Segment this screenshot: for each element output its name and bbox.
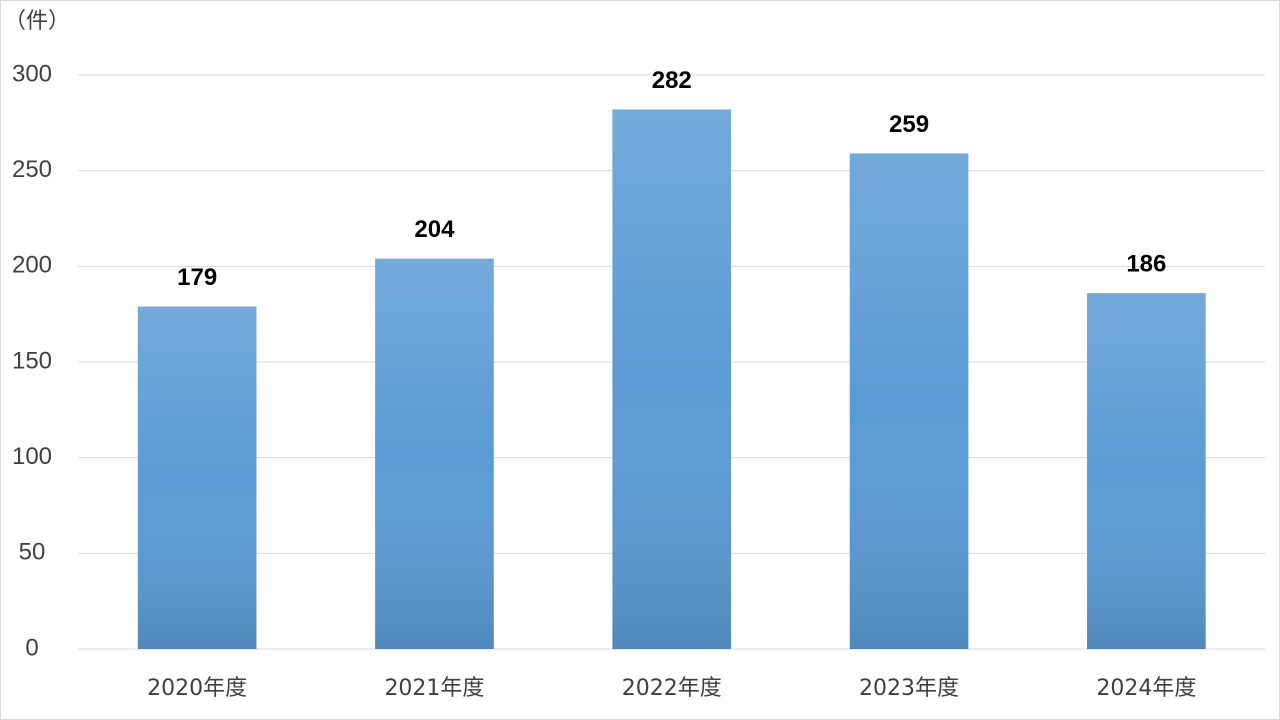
- x-tick-label: 2023年度: [859, 676, 959, 701]
- bar-shade: [137, 306, 257, 649]
- value-label: 204: [414, 216, 455, 243]
- value-label: 282: [652, 67, 692, 94]
- value-label: 186: [1126, 250, 1166, 277]
- y-tick-label: 0: [25, 634, 38, 661]
- x-tick-label: 2024年度: [1096, 676, 1196, 701]
- y-tick-label: 50: [19, 539, 46, 566]
- bar-shade: [612, 109, 732, 649]
- bar-shade: [1087, 293, 1206, 649]
- y-tick-label: 250: [12, 156, 52, 183]
- y-tick-label: 200: [12, 252, 52, 279]
- x-tick-label: 2022年度: [622, 676, 722, 701]
- y-tick-label: 150: [12, 347, 52, 374]
- x-tick-label: 2020年度: [147, 676, 247, 701]
- x-tick-label: 2021年度: [384, 676, 484, 701]
- value-label: 259: [889, 111, 929, 138]
- y-tick-label: 300: [12, 60, 52, 87]
- y-axis-label: （件）: [4, 9, 70, 34]
- bar-shade: [375, 258, 494, 649]
- y-tick-label: 100: [12, 443, 52, 470]
- bar-shade: [849, 153, 969, 650]
- value-label: 179: [177, 264, 217, 291]
